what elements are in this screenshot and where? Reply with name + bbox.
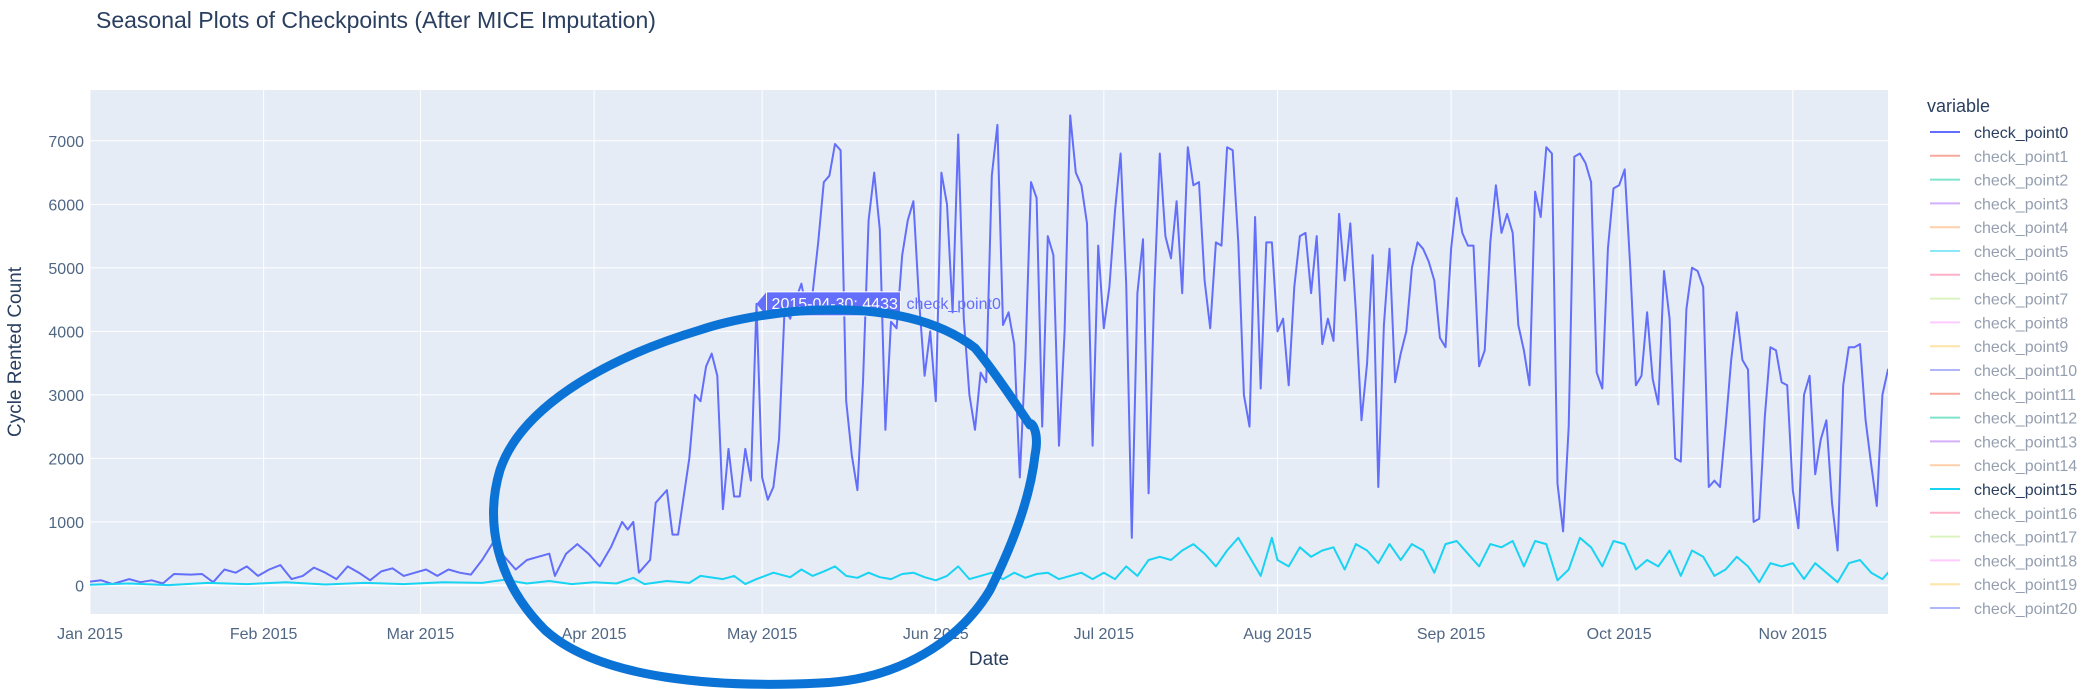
legend-label: check_point9 [1974, 339, 2068, 356]
x-tick-label: Jul 2015 [1074, 626, 1135, 643]
chart-title: Seasonal Plots of Checkpoints (After MIC… [96, 7, 656, 33]
legend-item-check_point12[interactable]: check_point12 [1930, 411, 2077, 428]
legend-label: check_point11 [1974, 387, 2076, 404]
plot-area[interactable] [90, 90, 1888, 614]
legend-label: check_point8 [1974, 315, 2068, 332]
legend-label: check_point1 [1974, 149, 2068, 166]
legend-item-check_point11[interactable]: check_point11 [1930, 387, 2076, 404]
legend-item-check_point0[interactable]: check_point0 [1930, 125, 2068, 142]
series-line-check_point0[interactable] [90, 114, 1916, 586]
y-tick-label: 0 [75, 578, 84, 595]
y-axis-title: Cycle Rented Count [5, 266, 26, 437]
y-tick-label: 5000 [48, 261, 84, 278]
legend-item-check_point16[interactable]: check_point16 [1930, 506, 2077, 523]
legend-item-check_point2[interactable]: check_point2 [1930, 173, 2068, 190]
y-tick-label: 4000 [48, 324, 84, 341]
legend-label: check_point12 [1974, 411, 2077, 428]
legend-item-check_point20[interactable]: check_point20 [1930, 601, 2077, 618]
legend-item-check_point5[interactable]: check_point5 [1930, 244, 2068, 261]
legend-label: check_point16 [1974, 506, 2077, 523]
legend-label: check_point19 [1974, 577, 2077, 594]
legend-item-check_point4[interactable]: check_point4 [1930, 220, 2068, 237]
legend-item-check_point7[interactable]: check_point7 [1930, 292, 2068, 309]
legend-item-check_point15[interactable]: check_point15 [1930, 482, 2077, 499]
legend-item-check_point10[interactable]: check_point10 [1930, 363, 2077, 380]
y-tick-label: 3000 [48, 388, 84, 405]
y-tick-label: 7000 [48, 134, 84, 151]
legend-label: check_point6 [1974, 268, 2068, 285]
legend-label: check_point2 [1974, 173, 2068, 190]
legend-label: check_point18 [1974, 553, 2077, 570]
legend-label: check_point7 [1974, 292, 2068, 309]
series-line-check_point15[interactable] [90, 536, 1916, 587]
x-tick-label: Aug 2015 [1243, 626, 1312, 643]
legend-title: variable [1927, 96, 1990, 116]
legend-label: check_point17 [1974, 530, 2077, 547]
legend-item-check_point9[interactable]: check_point9 [1930, 339, 2068, 356]
freehand-circle-annotation [489, 305, 1041, 689]
legend-label: check_point3 [1974, 196, 2068, 213]
legend-label: check_point14 [1974, 458, 2077, 475]
x-tick-label: Mar 2015 [387, 626, 455, 643]
y-tick-label: 2000 [48, 451, 84, 468]
legend-item-check_point17[interactable]: check_point17 [1930, 530, 2077, 547]
legend-item-check_point18[interactable]: check_point18 [1930, 553, 2077, 570]
legend-label: check_point0 [1974, 125, 2068, 142]
x-tick-label: Oct 2015 [1587, 626, 1652, 643]
hover-pointer [756, 291, 767, 316]
y-tick-label: 1000 [48, 515, 84, 532]
legend-label: check_point4 [1974, 220, 2068, 237]
x-tick-label: Nov 2015 [1759, 626, 1828, 643]
legend-item-check_point6[interactable]: check_point6 [1930, 268, 2068, 285]
x-tick-label: Sep 2015 [1417, 626, 1486, 643]
legend-item-check_point8[interactable]: check_point8 [1930, 315, 2068, 332]
x-tick-label: Feb 2015 [230, 626, 298, 643]
legend-label: check_point13 [1974, 434, 2077, 451]
legend-label: check_point10 [1974, 363, 2077, 380]
legend-item-check_point19[interactable]: check_point19 [1930, 577, 2077, 594]
hover-series-name: check_point0 [907, 296, 1001, 313]
legend-item-check_point1[interactable]: check_point1 [1930, 149, 2068, 166]
x-tick-label: Apr 2015 [562, 626, 627, 643]
y-tick-label: 6000 [48, 197, 84, 214]
legend-item-check_point14[interactable]: check_point14 [1930, 458, 2077, 475]
legend-label: check_point15 [1974, 482, 2077, 499]
x-tick-label: Jan 2015 [57, 626, 123, 643]
x-axis-title: Date [969, 649, 1009, 670]
legend-label: check_point20 [1974, 601, 2077, 618]
legend-item-check_point3[interactable]: check_point3 [1930, 196, 2068, 213]
legend-label: check_point5 [1974, 244, 2068, 261]
x-tick-label: May 2015 [727, 626, 797, 643]
legend-item-check_point13[interactable]: check_point13 [1930, 434, 2077, 451]
